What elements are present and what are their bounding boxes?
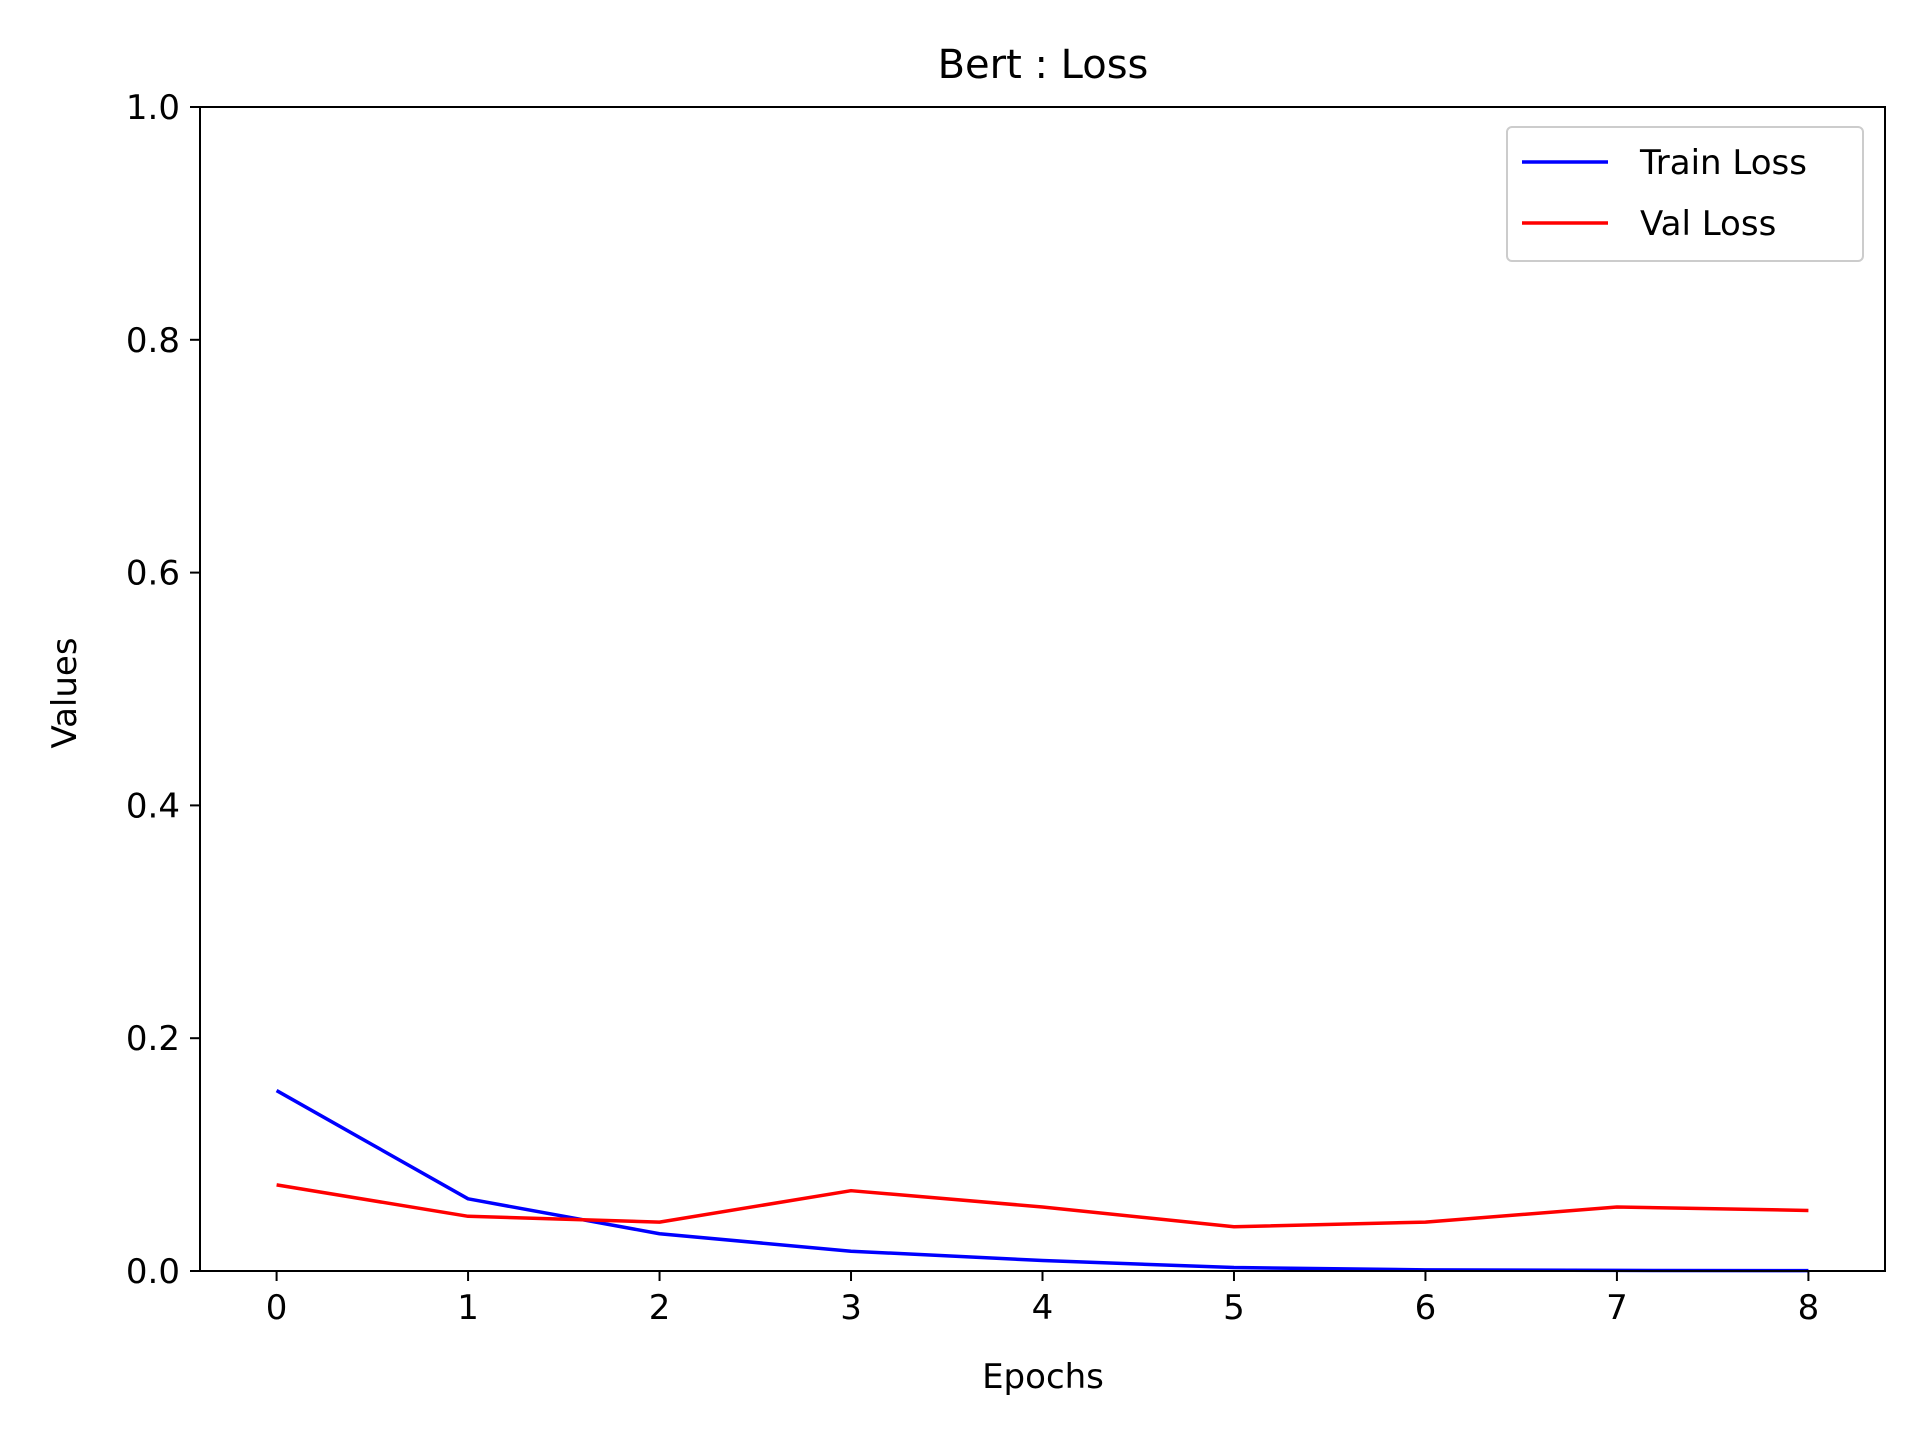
x-tick-label: 7 <box>1606 1288 1628 1328</box>
x-tick-label: 3 <box>840 1288 862 1328</box>
y-tick-label: 0.4 <box>126 786 180 826</box>
plot-area: 0 1 2 3 4 5 6 7 8 0.0 0.2 0.4 0.6 0.8 1.0 <box>126 88 1886 1328</box>
x-tick-label: 5 <box>1223 1288 1245 1328</box>
chart-title: Bert : Loss <box>938 42 1149 88</box>
x-tick-label: 1 <box>457 1288 479 1328</box>
x-tick-label: 4 <box>1032 1288 1054 1328</box>
series-line-val-loss <box>276 1183 1809 1229</box>
x-tick-label: 2 <box>649 1288 671 1328</box>
y-axis-label: Values <box>45 637 85 748</box>
legend-label-val-loss: Val Loss <box>1640 204 1776 244</box>
y-tick-label: 0.0 <box>126 1252 180 1292</box>
y-tick-label: 1.0 <box>126 88 180 128</box>
x-tick-label: 8 <box>1798 1288 1820 1328</box>
y-tick-label: 0.2 <box>126 1019 180 1059</box>
legend-label-train-loss: Train Loss <box>1639 143 1807 183</box>
x-tick-label: 6 <box>1415 1288 1437 1328</box>
y-tick-label: 0.8 <box>126 321 180 361</box>
x-axis-label: Epochs <box>982 1357 1104 1397</box>
x-tick-label: 0 <box>266 1288 288 1328</box>
legend: Train Loss Val Loss <box>1506 126 1864 262</box>
y-tick-label: 0.6 <box>126 554 180 594</box>
